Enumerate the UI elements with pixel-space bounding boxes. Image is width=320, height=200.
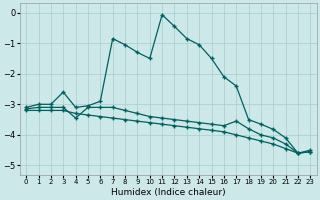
X-axis label: Humidex (Indice chaleur): Humidex (Indice chaleur) [111,188,226,197]
